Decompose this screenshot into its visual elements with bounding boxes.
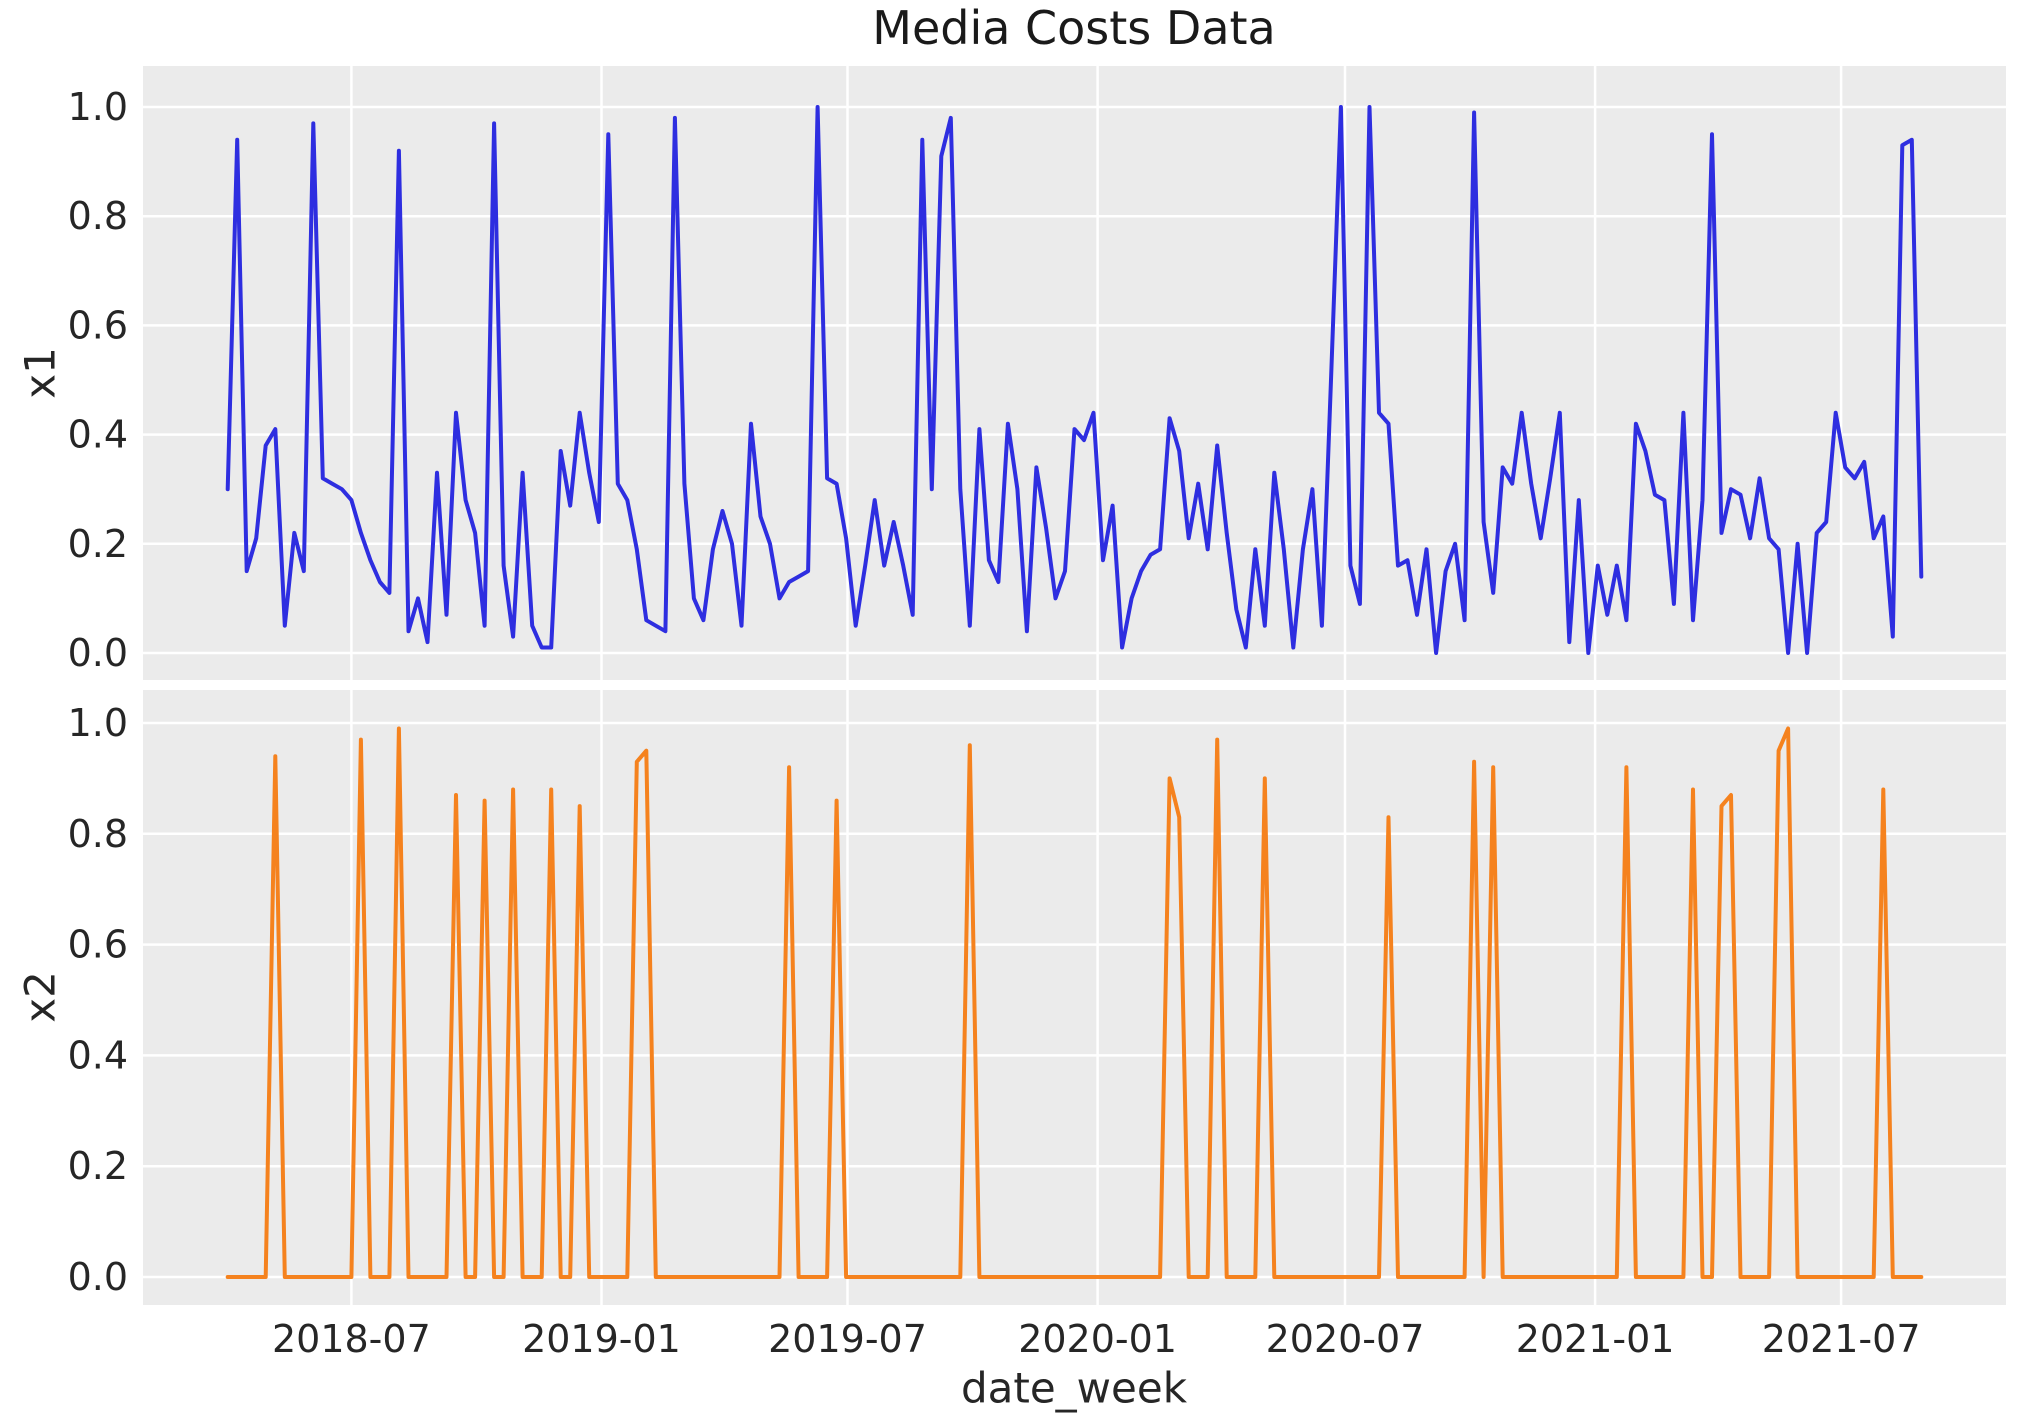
chart-title: Media Costs Data bbox=[872, 1, 1276, 55]
y-tick-label: 0.8 bbox=[68, 194, 128, 238]
series-line-x1 bbox=[225, 105, 1924, 655]
y-tick-label: 0.0 bbox=[68, 1255, 128, 1299]
y-tick-label: 0.2 bbox=[68, 1144, 128, 1188]
x-tick-label: 2018-07 bbox=[272, 1317, 431, 1361]
axes-background bbox=[143, 690, 2006, 1305]
y-tick-label: 0.4 bbox=[68, 1033, 128, 1077]
x-tick-label: 2020-07 bbox=[1266, 1317, 1425, 1361]
y-tick-label: 0.6 bbox=[68, 303, 128, 347]
y-tick-label: 0.8 bbox=[68, 812, 128, 856]
series-line-x2 bbox=[225, 726, 1924, 1279]
y-tick-label: 1.0 bbox=[68, 85, 128, 129]
x-tick-label: 2021-01 bbox=[1516, 1317, 1675, 1361]
y-tick-label: 1.0 bbox=[68, 701, 128, 745]
x-tick-label: 2020-01 bbox=[1018, 1317, 1177, 1361]
y-tick-label: 0.2 bbox=[68, 522, 128, 566]
y-tick-label: 0.0 bbox=[68, 631, 128, 675]
axes-background bbox=[143, 66, 2006, 680]
x-tick-label: 2019-01 bbox=[522, 1317, 681, 1361]
y-tick-label: 0.6 bbox=[68, 923, 128, 967]
x-tick-label: 2019-07 bbox=[768, 1317, 927, 1361]
x-axis-label: date_week bbox=[960, 1363, 1188, 1413]
x-tick-label: 2021-07 bbox=[1762, 1317, 1921, 1361]
y-tick-label: 0.4 bbox=[68, 413, 128, 457]
